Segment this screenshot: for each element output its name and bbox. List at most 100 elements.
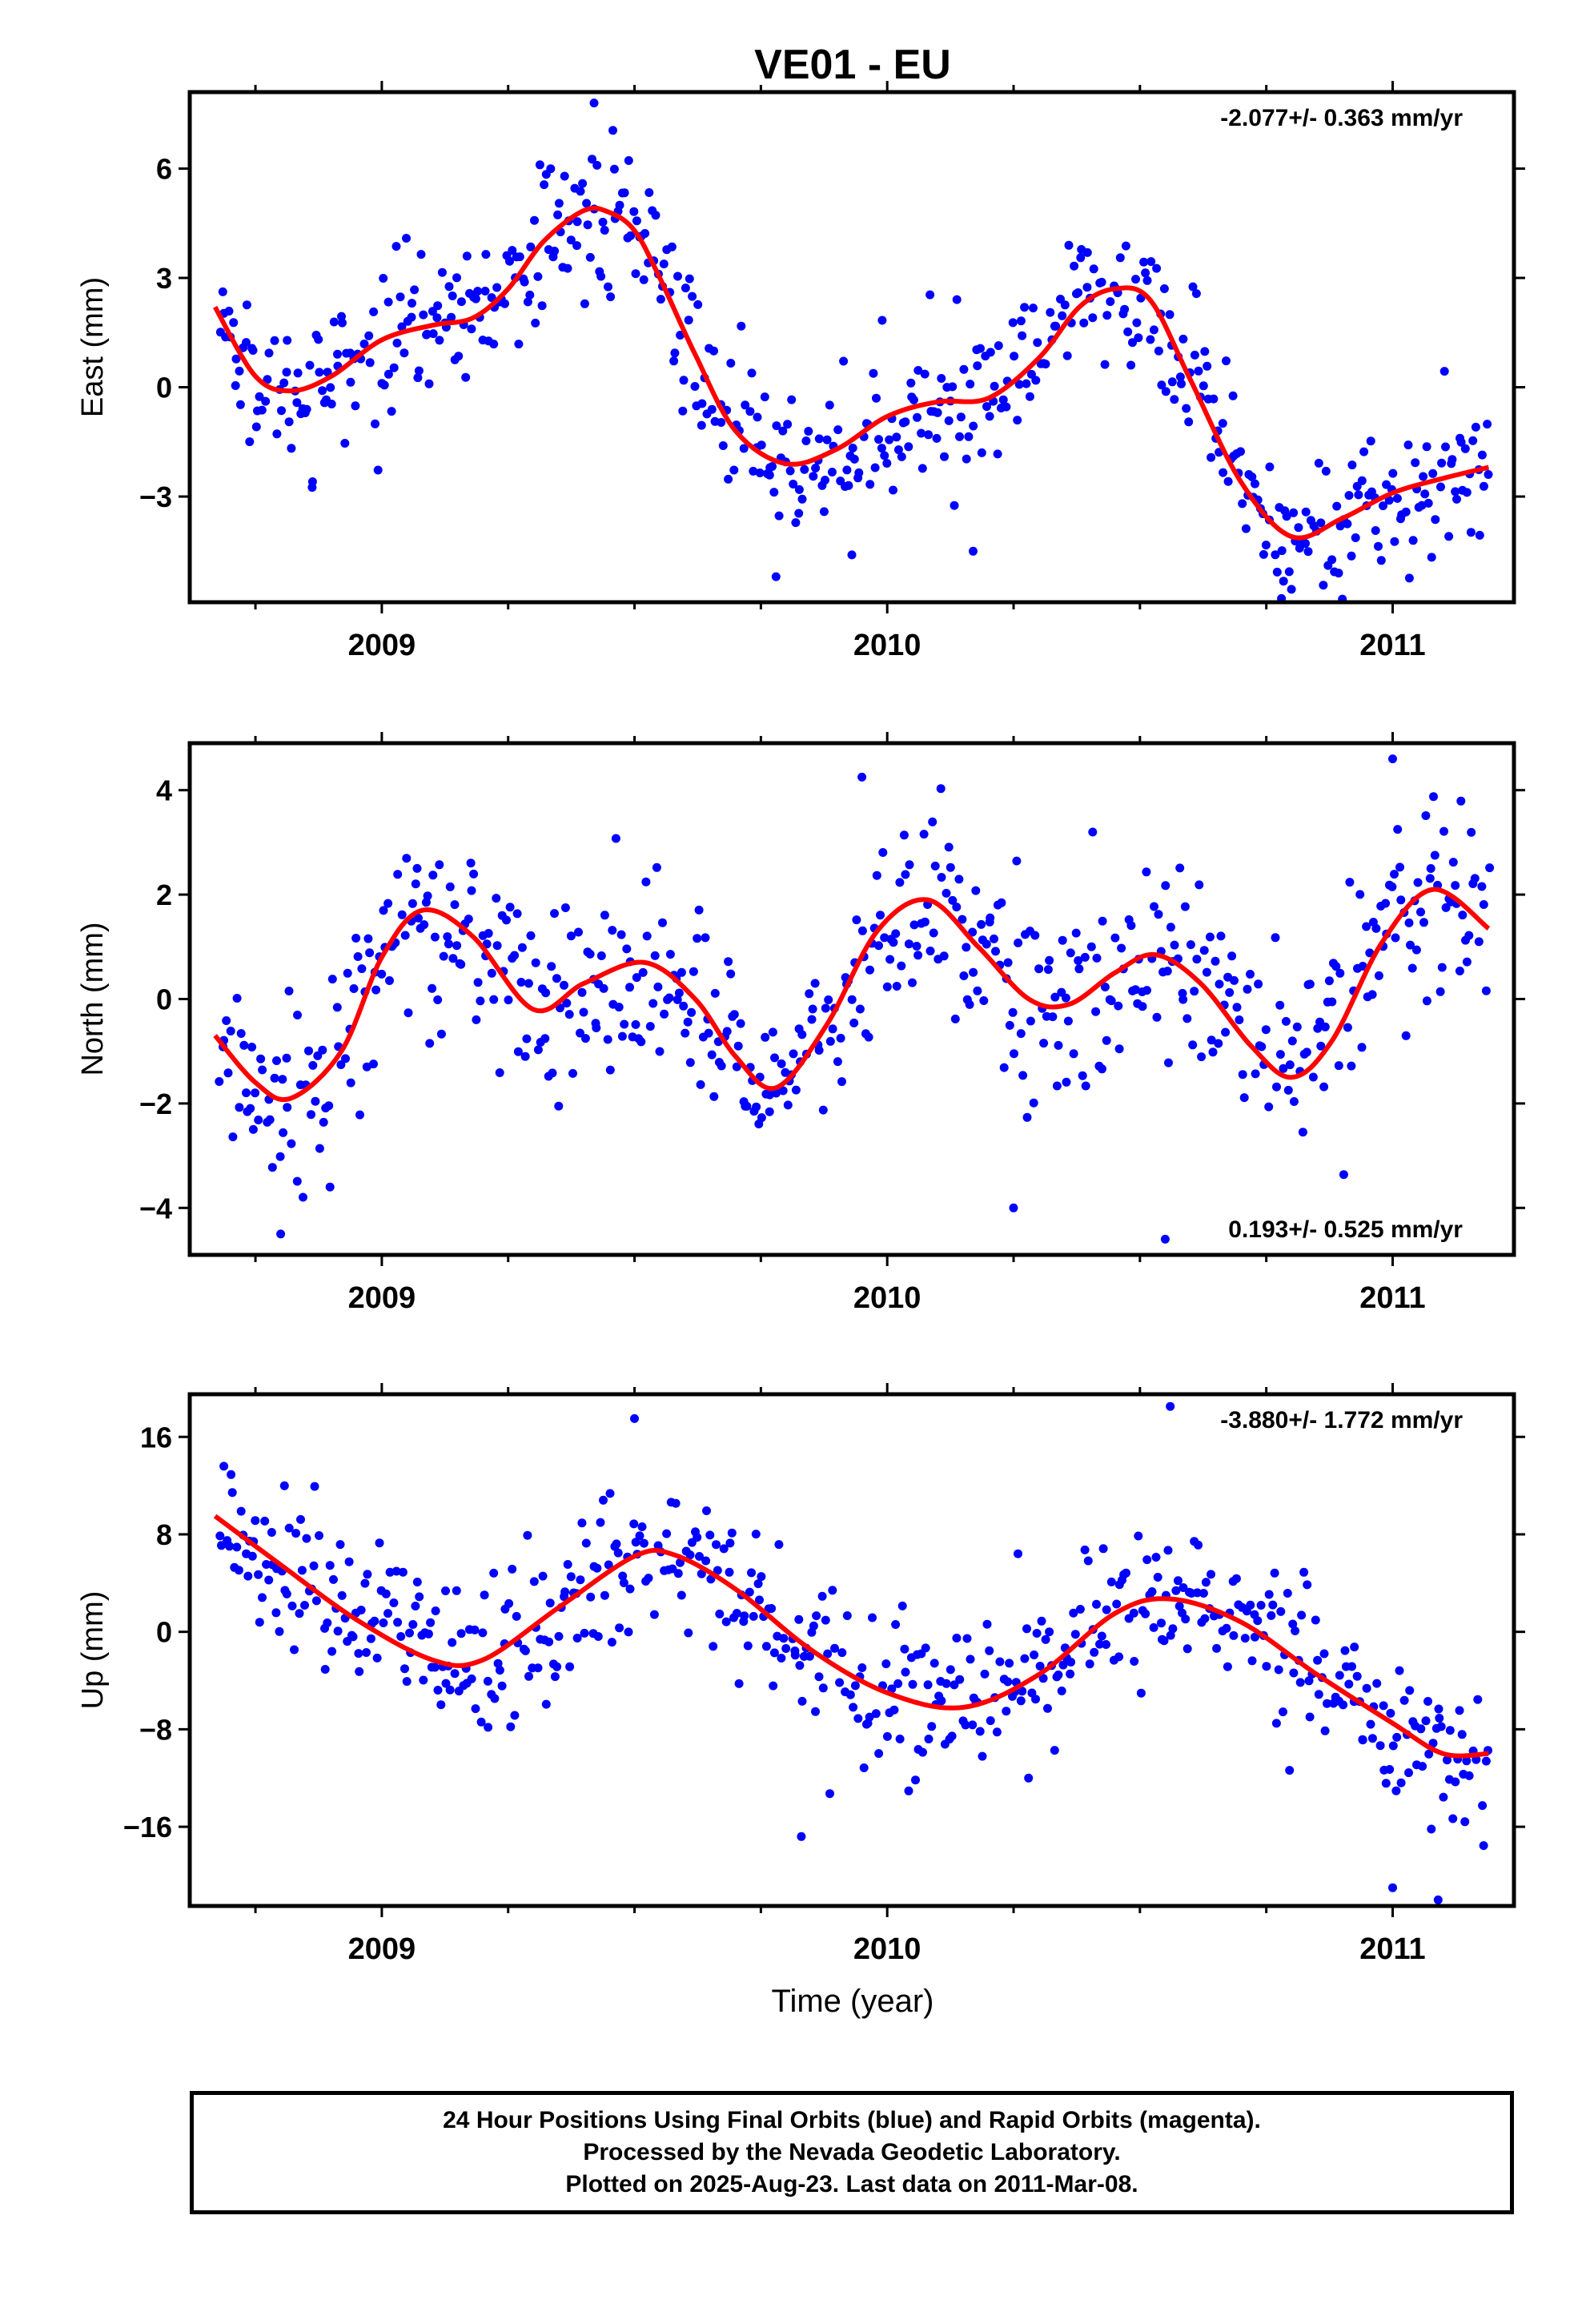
data-point: [282, 1589, 291, 1598]
data-point: [599, 983, 608, 993]
data-point: [355, 1667, 364, 1676]
data-point: [1367, 990, 1377, 999]
data-point: [392, 338, 402, 348]
data-point: [550, 909, 559, 919]
panel-up: 16 8 0 −8 −16 2009 2010 2011 Up (mm) -3.880+/- 1.…: [76, 1383, 1525, 1966]
data-point: [592, 1563, 602, 1573]
data-point: [234, 1566, 243, 1575]
data-point: [693, 934, 702, 943]
data-point: [1303, 1580, 1312, 1590]
data-point: [362, 1648, 371, 1657]
data-point: [1134, 333, 1143, 343]
y-tick-label: 0: [156, 983, 172, 1016]
data-point: [687, 1007, 697, 1017]
data-point: [346, 1078, 355, 1088]
footnote-line-2: Processed by the Nevada Geodetic Laborat…: [583, 2139, 1121, 2165]
data-point: [545, 1598, 555, 1608]
data-point: [363, 934, 373, 943]
data-point: [665, 950, 675, 959]
y-tick-label: 0: [156, 372, 172, 404]
data-point: [1451, 881, 1460, 891]
data-point: [1287, 585, 1296, 594]
data-point: [755, 1595, 764, 1605]
data-point: [305, 360, 315, 370]
data-point: [589, 99, 599, 108]
data-point: [1024, 1773, 1034, 1783]
data-point: [444, 939, 453, 949]
data-point: [889, 485, 897, 495]
data-point: [1471, 422, 1480, 432]
data-point: [629, 207, 639, 216]
data-point: [955, 1675, 965, 1684]
data-point: [1447, 455, 1457, 464]
data-point: [839, 356, 849, 366]
data-point: [955, 432, 964, 441]
data-point: [982, 939, 991, 949]
data-point: [450, 900, 460, 910]
data-point: [560, 903, 570, 912]
data-point: [709, 346, 718, 356]
data-point: [777, 1654, 786, 1663]
data-point: [606, 292, 616, 302]
data-point: [1481, 1756, 1491, 1766]
data-point: [1221, 1027, 1231, 1037]
data-point: [1141, 1609, 1150, 1618]
data-point: [343, 968, 352, 978]
data-point: [911, 1775, 920, 1785]
data-point: [264, 1575, 274, 1585]
data-point: [1396, 895, 1406, 905]
data-point: [1166, 923, 1175, 932]
data-point: [391, 1566, 401, 1576]
data-point: [547, 962, 556, 971]
data-point: [309, 1561, 319, 1570]
data-point: [325, 1182, 335, 1192]
data-point: [585, 949, 595, 959]
data-point: [631, 1019, 640, 1029]
data-point: [1344, 1679, 1354, 1689]
data-point: [1193, 1588, 1202, 1598]
data-point: [1416, 1724, 1426, 1734]
data-point: [694, 905, 704, 915]
data-point: [271, 1608, 281, 1618]
data-point: [554, 1101, 564, 1111]
data-point: [622, 944, 632, 954]
data-point: [952, 903, 962, 912]
data-point: [837, 1077, 846, 1087]
data-point: [287, 444, 296, 453]
data-point: [1088, 313, 1098, 323]
data-point: [1352, 1671, 1362, 1681]
data-point: [596, 951, 606, 960]
data-point: [1174, 1576, 1182, 1586]
data-point: [1207, 452, 1216, 462]
data-point: [1168, 1624, 1178, 1634]
data-point: [906, 378, 916, 388]
data-point: [344, 1557, 354, 1566]
data-point: [1390, 537, 1399, 546]
data-point: [1247, 1656, 1257, 1666]
data-point: [454, 352, 464, 361]
data-point: [1262, 1662, 1271, 1671]
data-point: [441, 1679, 451, 1688]
data-point: [270, 336, 279, 345]
data-point: [1371, 526, 1380, 535]
data-point: [247, 1043, 257, 1051]
data-point: [809, 472, 818, 481]
data-point: [671, 1498, 681, 1508]
data-point: [835, 1678, 845, 1687]
data-point: [526, 242, 536, 251]
data-point: [1431, 515, 1440, 525]
data-point: [880, 451, 889, 460]
data-point: [639, 1538, 648, 1548]
data-point: [480, 1590, 489, 1600]
data-point: [1130, 1657, 1139, 1666]
data-point: [315, 368, 324, 377]
data-point: [554, 199, 564, 208]
data-point: [466, 858, 476, 868]
y-tick-label: 8: [156, 1518, 172, 1551]
data-point: [986, 348, 995, 357]
data-point: [828, 1586, 837, 1595]
data-point: [1188, 1040, 1198, 1050]
data-point: [847, 550, 857, 560]
data-point: [546, 164, 556, 174]
